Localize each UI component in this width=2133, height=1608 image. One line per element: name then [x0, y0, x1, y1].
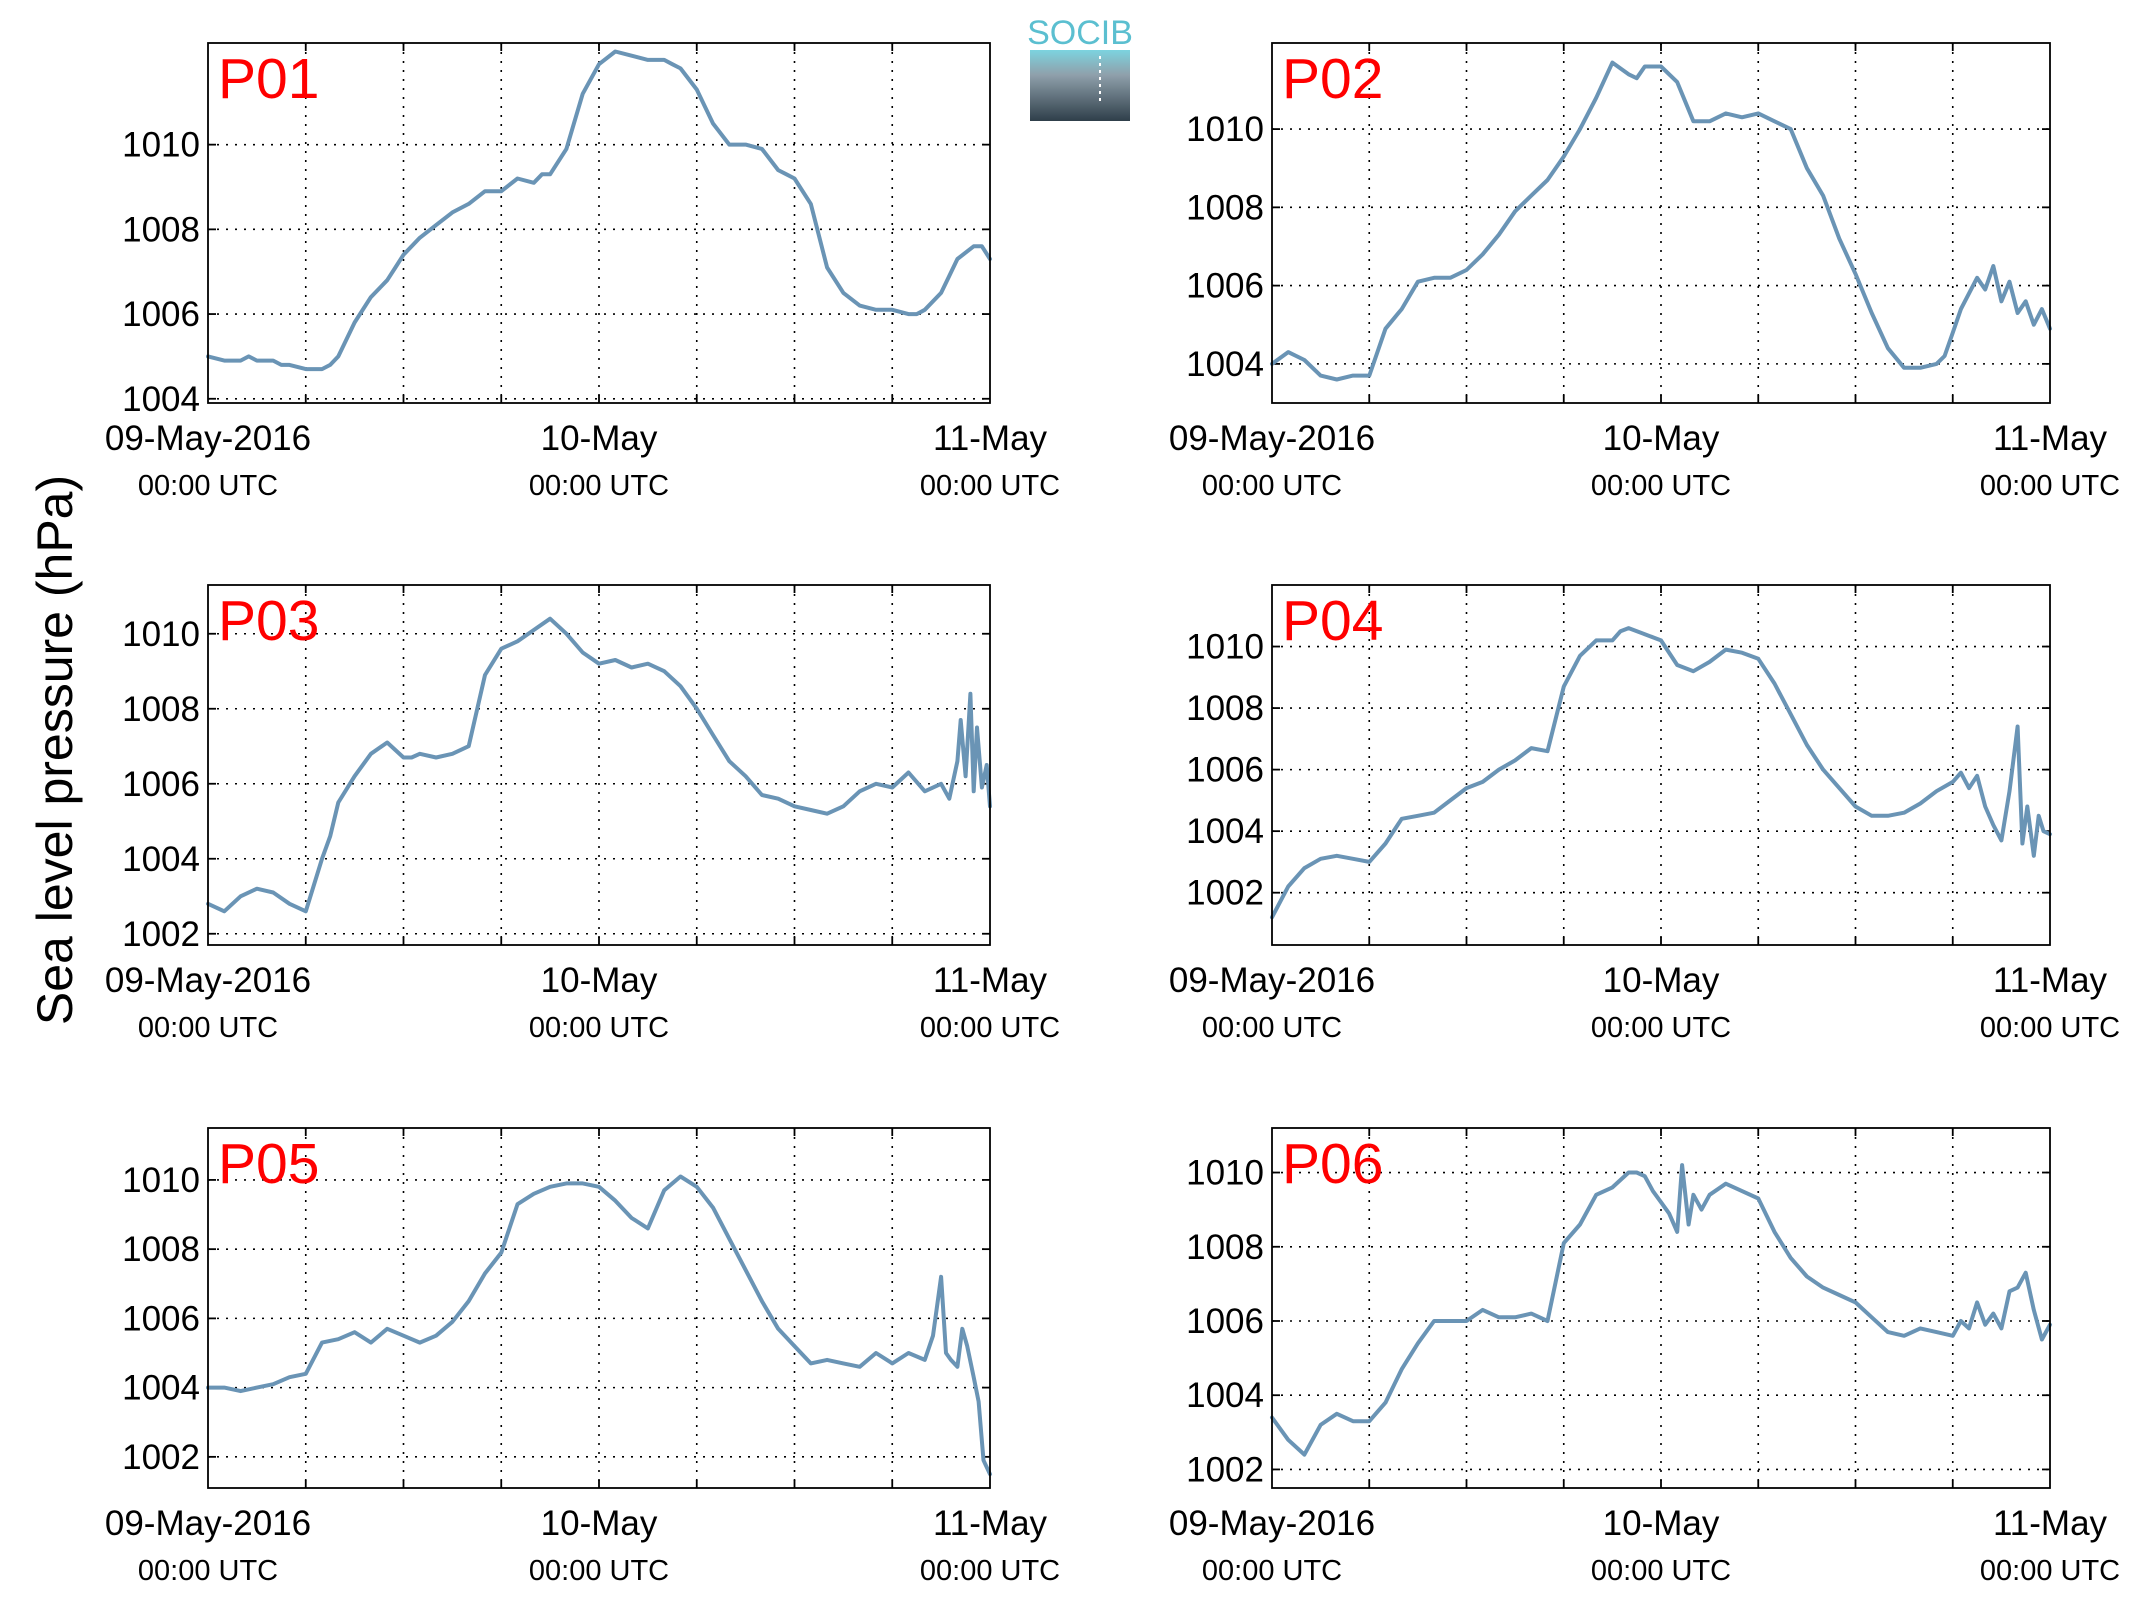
chart-panel-p06: 1002 1004 1006 1008 1010 P06 09-May-2016 00:00 …: [1169, 1127, 2120, 1587]
x-tick-sublabel: 00:00 UTC: [138, 470, 278, 502]
series-line-p01: [206, 49, 992, 372]
x-tick-sublabel: 00:00 UTC: [138, 1555, 278, 1587]
x-tick-label: 10-May: [1603, 961, 1720, 1000]
series-line-p06: [1270, 1163, 2052, 1457]
chart-panel-p05: 1002 1004 1006 1008 1010 P05 09-May-2016 00:00 …: [105, 1127, 1060, 1587]
plot-frame: [1271, 584, 2051, 946]
y-tick-label: 1008: [1186, 1228, 1264, 1267]
y-tick-label: 1008: [122, 690, 200, 729]
y-tick-label: 1006: [122, 1299, 200, 1338]
y-tick-label: 1010: [122, 126, 200, 165]
x-tick-sublabel: 00:00 UTC: [920, 1555, 1060, 1587]
y-tick-label: 1008: [1186, 188, 1264, 227]
x-tick-label: 09-May-2016: [1169, 961, 1375, 1000]
series-line-p03: [206, 616, 992, 914]
socib-logo-text: SOCIB: [1027, 14, 1133, 52]
x-tick-sublabel: 00:00 UTC: [529, 470, 669, 502]
y-tick-label: 1006: [1186, 267, 1264, 306]
plot-frame: [207, 1127, 991, 1489]
y-tick-label: 1006: [1186, 751, 1264, 790]
y-tick-label: 1008: [122, 1230, 200, 1269]
x-tick-sublabel: 00:00 UTC: [1591, 470, 1731, 502]
panel-label: P04: [1282, 589, 1383, 653]
panel-label: P05: [218, 1132, 319, 1196]
y-tick-label: 1002: [1186, 1450, 1264, 1489]
y-tick-label: 1006: [122, 765, 200, 804]
x-tick-sublabel: 00:00 UTC: [529, 1555, 669, 1587]
x-tick-sublabel: 00:00 UTC: [1591, 1012, 1731, 1044]
x-tick-label: 11-May: [1993, 1504, 2108, 1543]
plot-frame: [207, 584, 991, 946]
x-tick-label: 11-May: [1993, 961, 2108, 1000]
x-tick-label: 09-May-2016: [1169, 419, 1375, 458]
x-tick-sublabel: 00:00 UTC: [1980, 1555, 2120, 1587]
y-tick-label: 1010: [1186, 628, 1264, 667]
x-tick-sublabel: 00:00 UTC: [1980, 470, 2120, 502]
panel-label: P01: [218, 47, 319, 111]
y-tick-label: 1004: [122, 380, 200, 419]
chart-panel-p02: 1004 1006 1008 1010 P02 09-May-2016 00:00 UTC 1…: [1169, 42, 2120, 502]
socib-logo: SOCIB: [1027, 14, 1133, 121]
plot-frame: [207, 42, 991, 404]
x-tick-sublabel: 00:00 UTC: [1202, 1555, 1342, 1587]
plot-frame: [1271, 42, 2051, 404]
panel-label: P06: [1282, 1132, 1383, 1196]
y-tick-label: 1004: [1186, 812, 1264, 851]
y-tick-label: 1010: [122, 1161, 200, 1200]
y-tick-label: 1008: [122, 210, 200, 249]
x-tick-sublabel: 00:00 UTC: [920, 470, 1060, 502]
x-tick-sublabel: 00:00 UTC: [1980, 1012, 2120, 1044]
x-tick-label: 09-May-2016: [105, 961, 311, 1000]
x-tick-label: 09-May-2016: [105, 419, 311, 458]
series-line-p04: [1270, 626, 2052, 920]
y-tick-label: 1002: [122, 915, 200, 954]
y-tick-label: 1006: [122, 295, 200, 334]
x-tick-sublabel: 00:00 UTC: [1202, 470, 1342, 502]
x-tick-label: 10-May: [1603, 1504, 1720, 1543]
x-tick-label: 10-May: [541, 961, 658, 1000]
x-tick-label: 11-May: [933, 1504, 1048, 1543]
x-tick-sublabel: 00:00 UTC: [1591, 1555, 1731, 1587]
panel-label: P03: [218, 589, 319, 653]
x-tick-sublabel: 00:00 UTC: [920, 1012, 1060, 1044]
socib-logo-block: [1030, 50, 1130, 121]
plot-frame: [1271, 1127, 2051, 1489]
panel-label: P02: [1282, 47, 1383, 111]
x-tick-label: 09-May-2016: [1169, 1504, 1375, 1543]
x-tick-sublabel: 00:00 UTC: [529, 1012, 669, 1044]
series-line-p02: [1270, 60, 2052, 382]
x-tick-label: 10-May: [1603, 419, 1720, 458]
y-axis-label: Sea level pressure (hPa): [27, 475, 83, 1025]
x-tick-label: 10-May: [541, 1504, 658, 1543]
x-tick-label: 11-May: [1993, 419, 2108, 458]
x-tick-sublabel: 00:00 UTC: [138, 1012, 278, 1044]
y-tick-label: 1004: [1186, 345, 1264, 384]
series-line-p05: [206, 1174, 992, 1477]
y-tick-label: 1010: [1186, 110, 1264, 149]
y-tick-label: 1006: [1186, 1302, 1264, 1341]
x-tick-label: 10-May: [541, 419, 658, 458]
y-tick-label: 1004: [122, 1369, 200, 1408]
chart-panel-p04: 1002 1004 1006 1008 1010 P04 09-May-2016 00:00 …: [1169, 584, 2120, 1044]
y-tick-label: 1010: [122, 615, 200, 654]
x-tick-label: 11-May: [933, 419, 1048, 458]
x-tick-label: 11-May: [933, 961, 1048, 1000]
x-tick-label: 09-May-2016: [105, 1504, 311, 1543]
y-tick-label: 1010: [1186, 1154, 1264, 1193]
y-tick-label: 1004: [1186, 1376, 1264, 1415]
y-tick-label: 1002: [1186, 874, 1264, 913]
y-tick-label: 1002: [122, 1438, 200, 1477]
chart-panel-p03: 1002 1004 1006 1008 1010 P03 09-May-2016 00:00 …: [105, 584, 1060, 1044]
x-tick-sublabel: 00:00 UTC: [1202, 1012, 1342, 1044]
chart-panel-p01: 1004 1006 1008 1010 P01 09-May-2016 00:00 UTC 1…: [105, 42, 1060, 502]
y-tick-label: 1008: [1186, 689, 1264, 728]
y-tick-label: 1004: [122, 840, 200, 879]
